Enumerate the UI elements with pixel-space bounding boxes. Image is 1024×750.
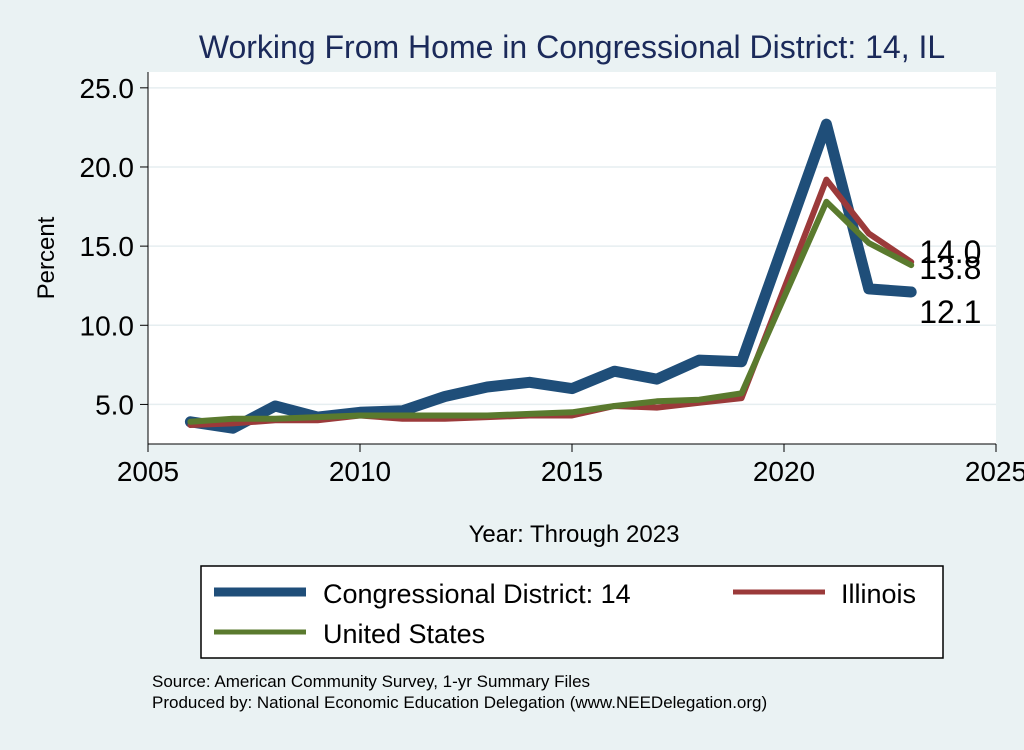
x-tick-label: 2015 — [541, 456, 603, 487]
legend-label-illinois: Illinois — [841, 579, 916, 609]
x-axis-label: Year: Through 2023 — [469, 521, 680, 548]
x-tick-label: 2025 — [965, 456, 1024, 487]
legend-label-united-states: United States — [323, 619, 485, 649]
x-tick-label: 2005 — [117, 456, 179, 487]
x-tick-label: 2010 — [329, 456, 391, 487]
legend: Congressional District: 14 Illinois Unit… — [201, 566, 943, 658]
end-label-congressional-district: 12.1 — [919, 294, 981, 330]
source-note: Source: American Community Survey, 1-yr … — [152, 672, 590, 691]
y-tick-label: 5.0 — [95, 389, 134, 420]
producer-note: Produced by: National Economic Education… — [152, 693, 767, 712]
y-tick-label: 25.0 — [80, 73, 135, 104]
end-labels: 12.114.013.8 — [919, 234, 981, 330]
end-label-united-states: 13.8 — [919, 250, 981, 286]
y-tick-label: 20.0 — [80, 152, 135, 183]
y-axis-label: Percent — [33, 216, 60, 299]
y-tick-label: 15.0 — [80, 231, 135, 262]
x-tick-label: 2020 — [753, 456, 815, 487]
legend-label-congressional-district: Congressional District: 14 — [323, 579, 631, 609]
chart-title: Working From Home in Congressional Distr… — [199, 29, 945, 65]
y-tick-label: 10.0 — [80, 310, 135, 341]
